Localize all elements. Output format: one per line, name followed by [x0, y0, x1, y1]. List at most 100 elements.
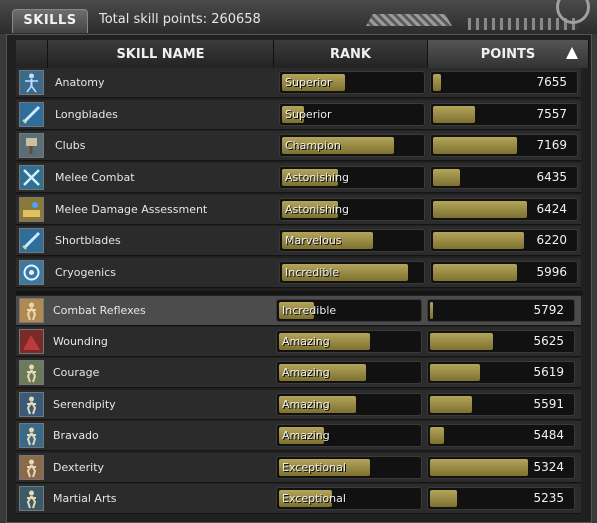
points-progress-fill — [430, 302, 433, 319]
points-value: 7655 — [536, 75, 567, 89]
rank-progress-bar: Incredible — [279, 261, 425, 284]
points-value: 5235 — [533, 491, 564, 505]
rank-progress-bar: Superior — [279, 103, 425, 126]
rank-label: Superior — [285, 108, 332, 121]
points-progress-fill — [430, 459, 528, 476]
rank-progress-bar: Champion — [279, 134, 425, 157]
points-progress-fill — [433, 232, 524, 249]
rank-label: Incredible — [285, 266, 340, 279]
decorative-ring — [556, 0, 590, 24]
skill-row[interactable]: Cryogenics Incredible 5996 — [16, 258, 581, 288]
points-progress-fill — [433, 169, 460, 186]
skill-row[interactable]: Melee Combat Astonishing 6435 — [16, 163, 581, 193]
points-value: 6424 — [536, 202, 567, 216]
skill-row[interactable]: Dexterity Exceptional 5324 — [16, 453, 581, 483]
rank-progress-fill — [279, 333, 370, 350]
column-header-icon — [16, 40, 48, 68]
points-value: 5619 — [533, 365, 564, 379]
skill-name: Combat Reflexes — [53, 304, 146, 317]
combat-reflexes-icon — [19, 298, 44, 323]
damage-assessment-icon — [19, 197, 44, 222]
points-value: 5792 — [533, 303, 564, 317]
skill-row[interactable]: Bravado Amazing 5484 — [16, 421, 581, 451]
rank-label: Exceptional — [282, 461, 346, 474]
points-value: 5324 — [533, 460, 564, 474]
rank-progress-bar: Amazing — [276, 393, 422, 416]
points-progress-fill — [433, 201, 527, 218]
rank-progress-fill — [279, 396, 356, 413]
skill-row[interactable]: Anatomy Superior 7655 — [16, 68, 581, 98]
points-progress-bar: 7655 — [430, 71, 578, 94]
rank-progress-fill — [282, 232, 373, 249]
column-header-skill-name-label: SKILL NAME — [116, 46, 205, 62]
skill-name: Longblades — [55, 108, 118, 121]
total-skill-points: Total skill points: 260658 — [99, 12, 261, 27]
rank-progress-bar: Exceptional — [276, 456, 422, 479]
column-header-rank[interactable]: RANK — [274, 40, 428, 68]
cryogenics-icon — [19, 260, 44, 285]
sort-ascending-icon — [566, 47, 578, 59]
rank-progress-fill — [282, 106, 304, 123]
rank-progress-fill — [282, 137, 394, 154]
skill-name: Wounding — [53, 335, 108, 348]
list-divider — [16, 291, 583, 295]
points-progress-bar: 5324 — [427, 456, 575, 479]
dexterity-icon — [19, 455, 44, 480]
points-value: 6435 — [536, 170, 567, 184]
shortblade-icon — [19, 228, 44, 253]
rank-progress-fill — [279, 459, 370, 476]
skill-name: Serendipity — [53, 398, 116, 411]
points-progress-bar: 7169 — [430, 134, 578, 157]
points-progress-bar: 5484 — [427, 424, 575, 447]
serendipity-icon — [19, 392, 44, 417]
tab-skills[interactable]: SKILLS — [12, 9, 88, 33]
rank-progress-bar: Superior — [279, 71, 425, 94]
skill-row[interactable]: Martial Arts Exceptional 5235 — [16, 484, 581, 514]
decorative-vents — [468, 18, 578, 30]
column-header-skill-name[interactable]: SKILL NAME — [48, 40, 274, 68]
crossed-swords-icon — [19, 165, 44, 190]
points-progress-fill — [433, 264, 517, 281]
title-bar: SKILLS Total skill points: 260658 — [0, 0, 597, 34]
points-value: 5484 — [533, 428, 564, 442]
points-progress-bar: 5591 — [427, 393, 575, 416]
skill-row[interactable]: Shortblades Marvelous 6220 — [16, 226, 581, 256]
points-value: 5625 — [533, 334, 564, 348]
skill-row[interactable]: Serendipity Amazing 5591 — [16, 390, 581, 420]
points-value: 7169 — [536, 138, 567, 152]
skill-row[interactable]: Combat Reflexes Incredible 5792 — [16, 296, 581, 326]
skill-row[interactable]: Clubs Champion 7169 — [16, 131, 581, 161]
points-progress-fill — [430, 427, 444, 444]
points-progress-fill — [433, 74, 441, 91]
courage-icon — [19, 360, 44, 385]
rank-label: Marvelous — [285, 234, 342, 247]
rank-progress-fill — [282, 74, 345, 91]
rank-label: Incredible — [282, 304, 337, 317]
points-progress-fill — [430, 364, 480, 381]
column-header-points[interactable]: POINTS — [428, 40, 589, 68]
club-icon — [19, 133, 44, 158]
rank-progress-bar: Incredible — [276, 299, 422, 322]
points-value: 5996 — [536, 265, 567, 279]
points-value: 5591 — [533, 397, 564, 411]
skill-row[interactable]: Longblades Superior 7557 — [16, 100, 581, 130]
rank-progress-fill — [282, 169, 338, 186]
rank-progress-fill — [279, 427, 324, 444]
skill-name: Melee Combat — [55, 171, 135, 184]
skill-row[interactable]: Melee Damage Assessment Astonishing 6424 — [16, 195, 581, 225]
rank-progress-bar: Astonishing — [279, 198, 425, 221]
rank-progress-fill — [279, 490, 332, 507]
points-progress-bar: 5625 — [427, 330, 575, 353]
rank-progress-fill — [282, 201, 338, 218]
bravado-icon — [19, 423, 44, 448]
points-progress-fill — [430, 396, 472, 413]
rank-progress-bar: Exceptional — [276, 487, 422, 510]
skill-row[interactable]: Wounding Amazing 5625 — [16, 327, 581, 357]
points-progress-bar: 5792 — [427, 299, 575, 322]
skill-name: Shortblades — [55, 234, 121, 247]
rank-label: Amazing — [282, 335, 330, 348]
rank-label: Astonishing — [285, 171, 350, 184]
skill-row[interactable]: Courage Amazing 5619 — [16, 358, 581, 388]
martial-arts-icon — [19, 486, 44, 511]
rank-progress-fill — [279, 302, 314, 319]
